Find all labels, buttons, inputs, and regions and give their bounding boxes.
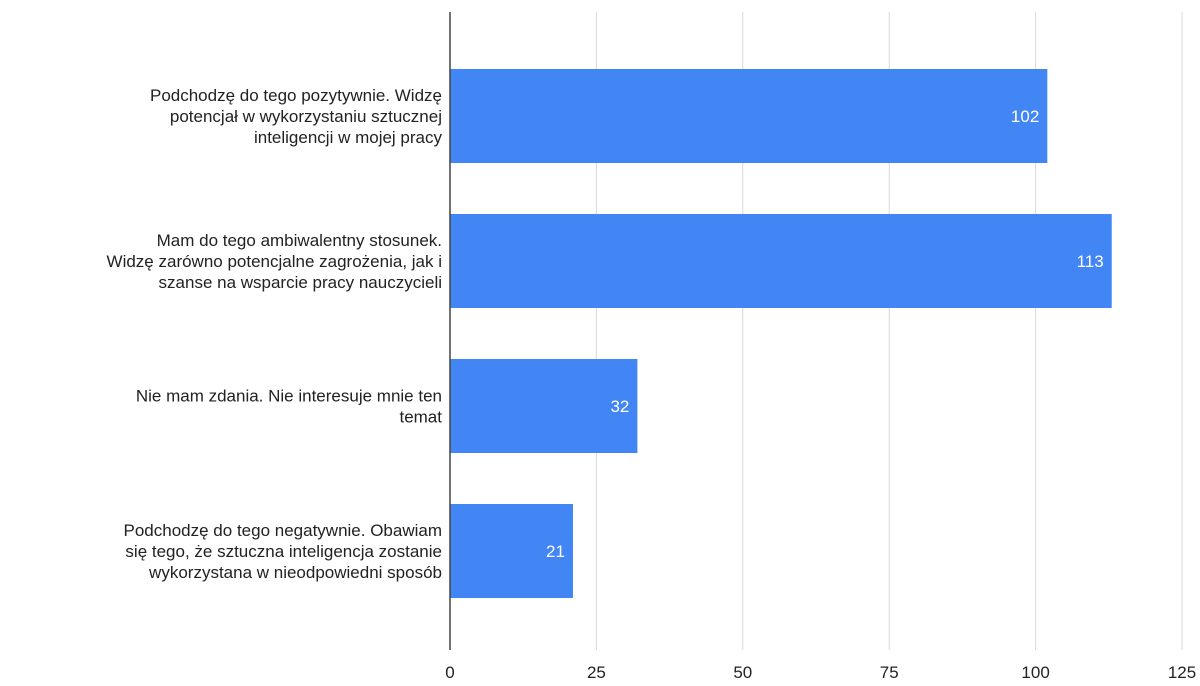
category-label-line: Mam do tego ambiwalentny stosunek.: [157, 231, 442, 250]
category-label-line: Widzę zarówno potencjalne zagrożenia, ja…: [107, 252, 442, 271]
category-label-line: szanse na wsparcie pracy nauczycieli: [159, 273, 442, 292]
category-label-line: potencjał w wykorzystaniu sztucznej: [170, 107, 442, 126]
category-label: Nie mam zdania. Nie interesuje mnie ten t…: [136, 387, 442, 427]
x-tick-label: 75: [880, 663, 899, 682]
bar: [450, 504, 573, 598]
category-label-line: temat: [399, 408, 442, 427]
category-label: Podchodzę do tego negatywnie. Obawiam się…: [124, 521, 442, 582]
category-label-line: się tego, że sztuczna inteligencja zosta…: [125, 542, 442, 561]
category-label: Mam do tego ambiwalentny stosunek. Widzę …: [107, 231, 442, 292]
x-tick-label: 125: [1168, 663, 1196, 682]
data-labels: 102 113 32 21: [546, 107, 1104, 561]
category-labels: Podchodzę do tego pozytywnie. Widzę poten…: [107, 86, 443, 582]
bar: [450, 214, 1112, 308]
category-label-line: Podchodzę do tego negatywnie. Obawiam: [124, 521, 442, 540]
x-tick-label: 100: [1021, 663, 1049, 682]
data-label: 32: [610, 397, 629, 416]
category-label-line: Podchodzę do tego pozytywnie. Widzę: [150, 86, 442, 105]
category-label-line: wykorzystana w nieodpowiedni sposób: [148, 563, 442, 582]
category-label-line: inteligencji w mojej pracy: [254, 128, 443, 147]
data-label: 113: [1077, 252, 1104, 271]
x-tick-label: 50: [733, 663, 752, 682]
bars: [450, 69, 1112, 598]
bar: [450, 69, 1048, 163]
data-label: 102: [1011, 107, 1039, 126]
category-label: Podchodzę do tego pozytywnie. Widzę poten…: [150, 86, 443, 147]
x-tick-label: 25: [587, 663, 606, 682]
x-tick-label: 0: [445, 663, 454, 682]
bar: [450, 359, 638, 453]
category-label-line: Nie mam zdania. Nie interesuje mnie ten: [136, 387, 442, 406]
data-label: 21: [546, 542, 565, 561]
tick-labels: 0 25 50 75 100 125: [445, 663, 1196, 682]
